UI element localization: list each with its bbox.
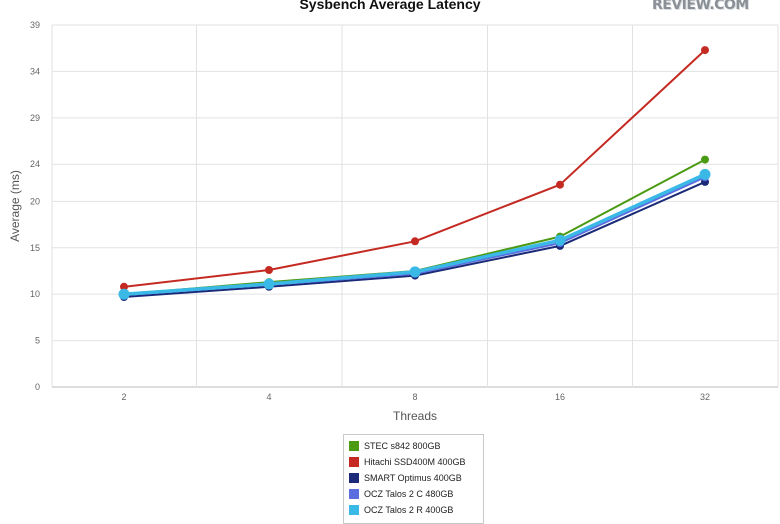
y-tick-label: 15 <box>30 243 40 253</box>
legend-swatch <box>349 441 359 451</box>
legend-swatch <box>349 489 359 499</box>
legend-item[interactable]: STEC s842 800GB <box>349 438 483 454</box>
data-point[interactable] <box>699 168 711 180</box>
x-tick-label: 32 <box>700 392 710 402</box>
legend: STEC s842 800GB Hitachi SSD400M 400GB SMAR… <box>343 434 484 524</box>
series-4 <box>118 168 711 300</box>
data-point[interactable] <box>701 46 709 55</box>
series-1 <box>120 46 709 291</box>
y-tick-label: 10 <box>30 289 40 299</box>
data-point[interactable] <box>409 266 421 278</box>
x-tick-label: 16 <box>555 392 565 402</box>
chart-title: Sysbench Average Latency <box>299 0 481 12</box>
legend-item[interactable]: Hitachi SSD400M 400GB <box>349 454 483 470</box>
legend-item[interactable]: OCZ Talos 2 C 480GB <box>349 486 483 502</box>
review-logo: REVIEW.COM <box>652 0 749 13</box>
legend-label: STEC s842 800GB <box>364 441 441 451</box>
legend-label: Hitachi SSD400M 400GB <box>364 457 466 467</box>
data-point[interactable] <box>120 282 128 291</box>
y-tick-label: 0 <box>35 382 40 392</box>
y-tick-labels: 0 5 10 15 20 24 29 34 39 <box>30 20 40 392</box>
y-tick-label: 39 <box>30 20 40 30</box>
plot-area <box>52 25 778 387</box>
data-point[interactable] <box>263 278 275 290</box>
x-tick-labels: 2 4 8 16 32 <box>121 392 710 402</box>
data-point[interactable] <box>411 237 419 246</box>
x-tick-label: 8 <box>412 392 417 402</box>
y-tick-label: 5 <box>35 336 40 346</box>
data-point[interactable] <box>554 234 566 246</box>
legend-label: OCZ Talos 2 R 400GB <box>364 505 454 515</box>
legend-label: OCZ Talos 2 C 480GB <box>364 489 454 499</box>
legend-swatch <box>349 473 359 483</box>
x-tick-label: 2 <box>121 392 126 402</box>
legend-label: SMART Optimus 400GB <box>364 473 462 483</box>
data-point[interactable] <box>118 288 130 300</box>
legend-swatch <box>349 457 359 467</box>
x-tick-label: 4 <box>266 392 271 402</box>
legend-item[interactable]: OCZ Talos 2 R 400GB <box>349 502 483 518</box>
y-axis-title: Average (ms) <box>8 170 22 242</box>
y-tick-label: 34 <box>30 66 40 76</box>
data-point[interactable] <box>556 180 564 189</box>
data-point[interactable] <box>701 155 709 164</box>
y-tick-label: 24 <box>30 159 40 169</box>
legend-item[interactable]: SMART Optimus 400GB <box>349 470 483 486</box>
y-tick-label: 20 <box>30 196 40 206</box>
legend-swatch <box>349 505 359 515</box>
x-axis-title: Threads <box>393 409 437 423</box>
data-point[interactable] <box>265 266 273 274</box>
y-tick-label: 29 <box>30 113 40 123</box>
series-lines <box>118 46 711 301</box>
